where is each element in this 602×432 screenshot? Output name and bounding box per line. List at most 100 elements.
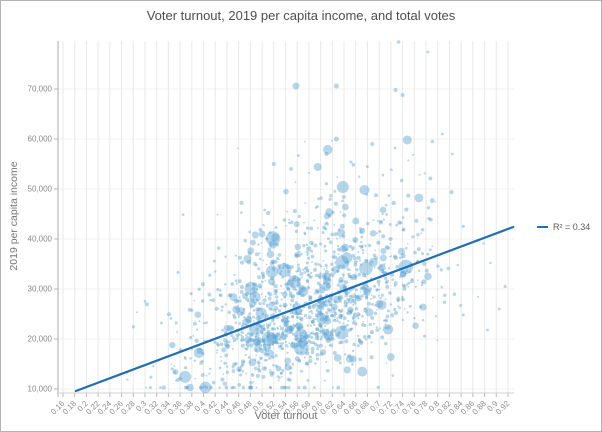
data-point[interactable] (245, 372, 248, 375)
data-point[interactable] (368, 322, 372, 327)
data-point[interactable] (309, 275, 313, 279)
data-point[interactable] (356, 312, 361, 317)
data-point[interactable] (384, 245, 389, 250)
data-point[interactable] (292, 324, 297, 328)
data-point[interactable] (337, 294, 344, 301)
data-point[interactable] (254, 338, 261, 346)
data-point[interactable] (359, 286, 364, 291)
data-point[interactable] (219, 289, 222, 292)
data-point[interactable] (257, 315, 261, 319)
data-point[interactable] (252, 338, 256, 342)
data-point[interactable] (249, 291, 261, 303)
data-point[interactable] (306, 269, 310, 273)
data-point[interactable] (249, 337, 254, 342)
data-point[interactable] (294, 243, 301, 251)
data-point[interactable] (323, 244, 327, 248)
data-point[interactable] (280, 347, 283, 350)
data-point[interactable] (274, 340, 279, 345)
data-point[interactable] (378, 263, 386, 272)
data-point[interactable] (325, 208, 334, 217)
data-point[interactable] (270, 322, 272, 324)
data-point[interactable] (248, 385, 253, 390)
data-point[interactable] (222, 373, 225, 375)
data-point[interactable] (306, 333, 312, 339)
data-point[interactable] (324, 263, 328, 268)
data-point[interactable] (436, 339, 439, 342)
data-point[interactable] (322, 282, 331, 291)
data-point[interactable] (407, 159, 410, 162)
data-point[interactable] (305, 348, 309, 351)
data-point[interactable] (248, 358, 257, 367)
data-point[interactable] (349, 311, 353, 315)
data-point[interactable] (288, 329, 293, 333)
data-point[interactable] (223, 324, 231, 332)
data-point[interactable] (272, 363, 275, 367)
data-point[interactable] (298, 338, 303, 342)
data-point[interactable] (293, 221, 300, 228)
data-point[interactable] (332, 314, 336, 318)
data-point[interactable] (220, 309, 224, 312)
data-point[interactable] (192, 321, 197, 326)
data-point[interactable] (241, 385, 246, 390)
data-point[interactable] (389, 303, 392, 306)
data-point[interactable] (384, 341, 388, 346)
data-point[interactable] (367, 334, 371, 338)
data-point[interactable] (265, 265, 279, 278)
data-point[interactable] (333, 232, 338, 237)
data-point[interactable] (369, 229, 377, 237)
data-point[interactable] (317, 197, 320, 201)
data-point[interactable] (280, 332, 285, 337)
data-point[interactable] (413, 317, 416, 320)
data-point[interactable] (195, 328, 199, 331)
data-point[interactable] (429, 198, 435, 204)
data-point[interactable] (426, 50, 430, 54)
data-point[interactable] (345, 248, 349, 251)
data-point[interactable] (322, 225, 327, 230)
data-point[interactable] (404, 207, 409, 212)
data-point[interactable] (284, 363, 288, 367)
data-point[interactable] (297, 284, 301, 288)
data-point[interactable] (354, 307, 359, 311)
data-point[interactable] (263, 358, 267, 362)
data-point[interactable] (253, 290, 256, 292)
data-point[interactable] (384, 298, 387, 301)
data-point[interactable] (396, 299, 400, 303)
data-point[interactable] (290, 295, 294, 298)
data-point[interactable] (280, 319, 284, 322)
data-point[interactable] (286, 266, 290, 270)
data-point[interactable] (292, 275, 297, 280)
data-point[interactable] (259, 330, 264, 334)
data-point[interactable] (319, 354, 321, 356)
data-point[interactable] (199, 361, 203, 365)
data-point[interactable] (383, 276, 388, 280)
data-point[interactable] (367, 243, 372, 248)
data-point[interactable] (302, 336, 308, 341)
data-point[interactable] (196, 347, 203, 354)
data-point[interactable] (269, 370, 274, 375)
data-point[interactable] (309, 240, 314, 245)
data-point[interactable] (258, 285, 262, 289)
data-point[interactable] (289, 371, 293, 375)
data-point[interactable] (309, 324, 313, 327)
data-point[interactable] (346, 323, 349, 327)
data-point[interactable] (324, 269, 329, 274)
data-point[interactable] (358, 297, 361, 300)
data-point[interactable] (252, 381, 255, 383)
data-point[interactable] (279, 284, 283, 287)
data-point[interactable] (318, 329, 322, 333)
data-point[interactable] (297, 277, 301, 281)
data-point[interactable] (325, 221, 329, 225)
data-point[interactable] (299, 271, 304, 276)
data-point[interactable] (251, 373, 253, 375)
data-point[interactable] (363, 291, 368, 296)
data-point[interactable] (299, 309, 303, 313)
data-point[interactable] (321, 312, 323, 315)
data-point[interactable] (401, 298, 405, 302)
data-point[interactable] (330, 314, 334, 318)
data-point[interactable] (449, 190, 454, 195)
data-point[interactable] (237, 383, 242, 387)
data-point[interactable] (342, 322, 345, 325)
data-point[interactable] (386, 325, 391, 330)
data-point[interactable] (252, 261, 257, 266)
data-point[interactable] (274, 364, 279, 368)
